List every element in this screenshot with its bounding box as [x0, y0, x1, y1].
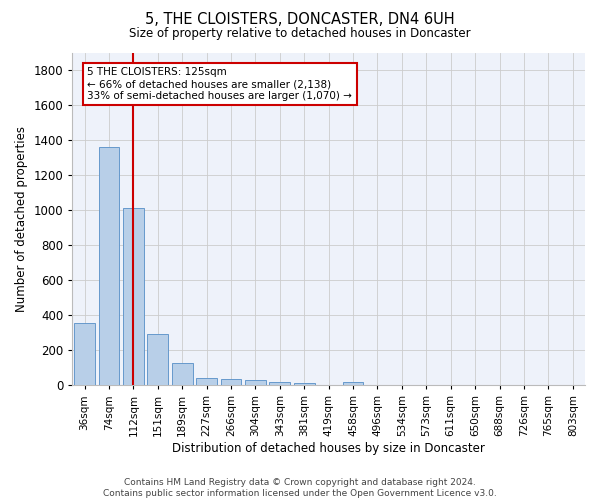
Text: 5, THE CLOISTERS, DONCASTER, DN4 6UH: 5, THE CLOISTERS, DONCASTER, DN4 6UH [145, 12, 455, 28]
Bar [294, 382, 314, 386]
Bar [172, 364, 193, 386]
Bar [98, 147, 119, 386]
Text: 5 THE CLOISTERS: 125sqm
← 66% of detached houses are smaller (2,138)
33% of semi: 5 THE CLOISTERS: 125sqm ← 66% of detache… [88, 68, 352, 100]
Bar [123, 208, 144, 386]
Bar [196, 378, 217, 386]
Bar [245, 380, 266, 386]
Text: Size of property relative to detached houses in Doncaster: Size of property relative to detached ho… [129, 28, 471, 40]
X-axis label: Distribution of detached houses by size in Doncaster: Distribution of detached houses by size … [172, 442, 485, 455]
Text: Contains HM Land Registry data © Crown copyright and database right 2024.
Contai: Contains HM Land Registry data © Crown c… [103, 478, 497, 498]
Bar [74, 323, 95, 386]
Bar [221, 379, 241, 386]
Bar [269, 382, 290, 386]
Bar [343, 382, 364, 386]
Y-axis label: Number of detached properties: Number of detached properties [15, 126, 28, 312]
Bar [148, 334, 168, 386]
